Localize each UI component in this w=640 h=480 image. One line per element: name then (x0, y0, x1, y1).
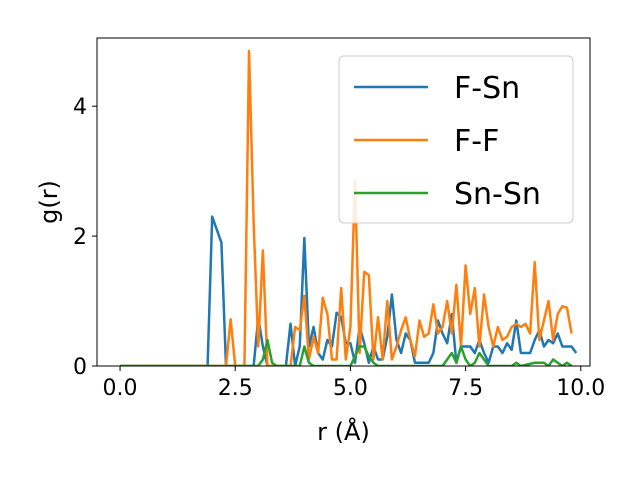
y-axis-ticks: 0 2 4 (73, 95, 97, 380)
x-tick-label: 2.5 (218, 376, 253, 401)
legend: F-Sn F-F Sn-Sn (338, 55, 574, 224)
legend-label-f-sn: F-Sn (454, 71, 520, 106)
legend-label-sn-sn: Sn-Sn (454, 177, 541, 212)
series-line-sn-sn (120, 338, 573, 366)
series-line-f-f (120, 49, 573, 366)
series-lines (120, 49, 578, 366)
x-tick-label: 7.5 (448, 376, 483, 401)
series-line-f-sn (120, 215, 578, 366)
x-tick-label: 10.0 (556, 376, 605, 401)
x-axis-ticks: 0.0 2.5 5.0 7.5 10.0 (103, 366, 605, 401)
x-axis-label: r (Å) (317, 417, 370, 446)
y-axis-label: g(r) (35, 180, 63, 224)
x-tick-label: 5.0 (333, 376, 368, 401)
legend-label-f-f: F-F (454, 124, 499, 159)
y-tick-label: 2 (73, 225, 87, 250)
y-tick-label: 4 (73, 95, 87, 120)
legend-box (338, 55, 574, 224)
y-tick-label: 0 (73, 355, 87, 380)
x-tick-label: 0.0 (103, 376, 138, 401)
plot-frame (96, 37, 591, 367)
